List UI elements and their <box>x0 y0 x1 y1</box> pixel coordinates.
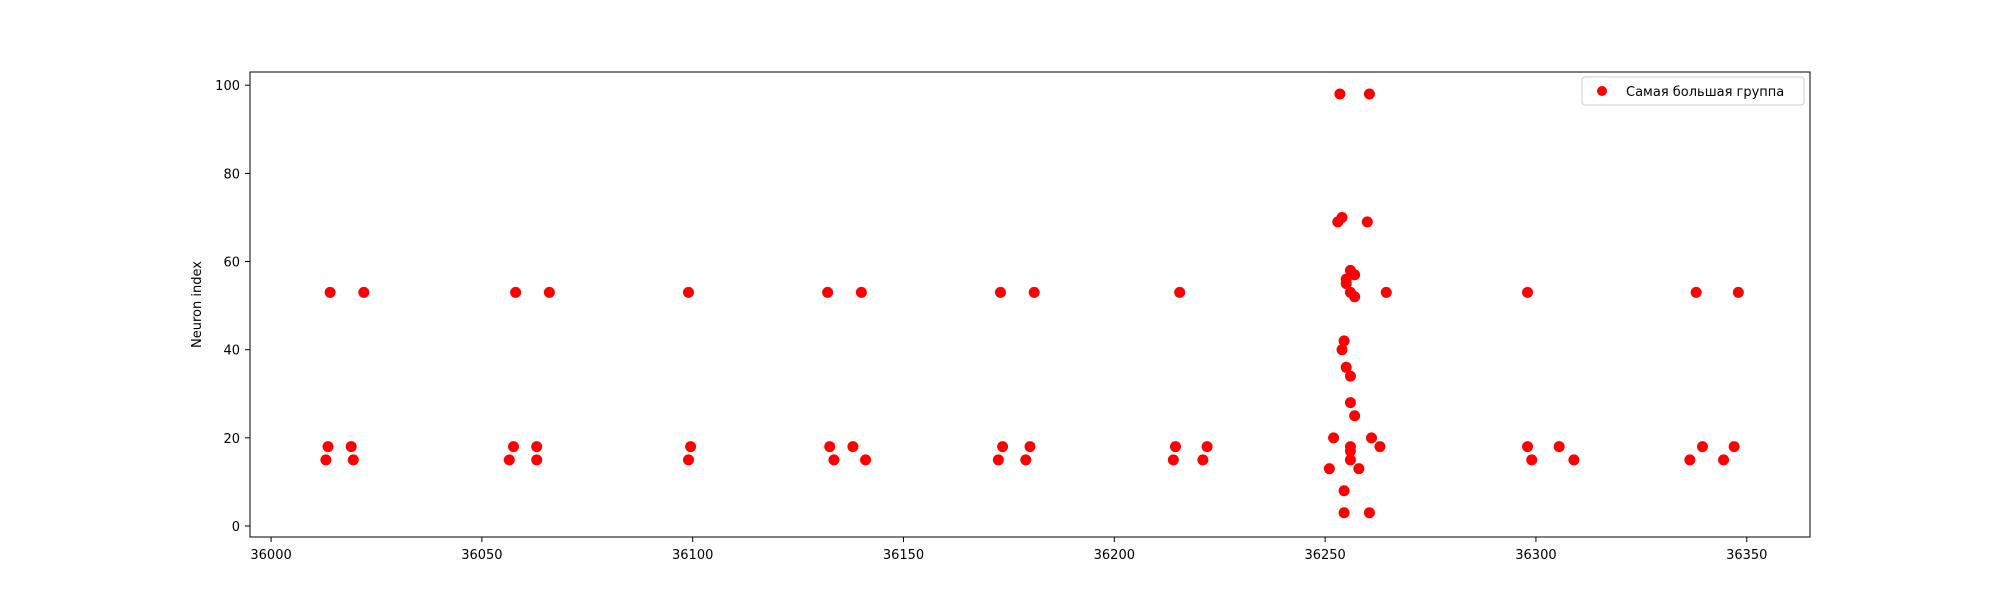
data-point <box>1728 441 1740 453</box>
data-point <box>1526 454 1538 466</box>
y-tick-label: 80 <box>223 167 240 182</box>
data-point <box>997 441 1009 453</box>
data-point <box>1522 286 1534 298</box>
legend: Самая большая группа <box>1581 76 1805 106</box>
x-tick-label: 36100 <box>672 548 713 563</box>
data-point <box>1690 286 1702 298</box>
data-point <box>860 454 872 466</box>
data-point <box>1553 441 1565 453</box>
plot-area-frame <box>249 71 1811 538</box>
data-point <box>1174 286 1186 298</box>
data-point <box>1732 286 1744 298</box>
legend-label: Самая большая группа <box>1626 85 1784 100</box>
data-point <box>543 286 555 298</box>
x-tick-label: 36050 <box>461 548 502 563</box>
data-point <box>1522 441 1534 453</box>
data-point <box>992 454 1004 466</box>
legend-box <box>1581 76 1805 106</box>
data-point <box>1338 507 1350 519</box>
data-point <box>1344 370 1356 382</box>
points-layer <box>320 88 1744 519</box>
data-point <box>822 286 834 298</box>
data-point <box>682 286 694 298</box>
data-point <box>685 441 697 453</box>
data-point <box>1028 286 1040 298</box>
data-point <box>320 454 332 466</box>
data-point <box>1344 397 1356 409</box>
data-point <box>1024 441 1036 453</box>
data-point <box>824 441 836 453</box>
data-point <box>1696 441 1708 453</box>
data-point <box>1340 361 1352 373</box>
data-point <box>1336 211 1348 223</box>
x-tick-label: 36350 <box>1726 548 1767 563</box>
data-point <box>1363 507 1375 519</box>
data-point <box>1197 454 1209 466</box>
data-point <box>1020 454 1032 466</box>
data-point <box>322 441 334 453</box>
data-point <box>1169 441 1181 453</box>
data-point <box>1380 286 1392 298</box>
data-point <box>1374 441 1386 453</box>
legend-marker <box>1597 86 1607 96</box>
y-axis: 0 20 40 60 80 100 <box>215 79 250 535</box>
data-point <box>510 286 522 298</box>
data-point <box>1340 273 1352 285</box>
data-point <box>531 454 543 466</box>
data-point <box>1344 454 1356 466</box>
data-point <box>1334 88 1346 100</box>
y-tick-label: 100 <box>215 79 240 94</box>
y-tick-label: 20 <box>223 432 240 447</box>
data-point <box>1363 88 1375 100</box>
data-point <box>1336 344 1348 356</box>
y-tick-label: 60 <box>223 256 240 271</box>
data-point <box>1328 432 1340 444</box>
data-point <box>1684 454 1696 466</box>
data-point <box>1349 291 1361 303</box>
data-point <box>1361 216 1373 228</box>
x-tick-label: 36250 <box>1304 548 1345 563</box>
data-point <box>855 286 867 298</box>
data-point <box>1568 454 1580 466</box>
data-point <box>828 454 840 466</box>
data-point <box>994 286 1006 298</box>
data-point <box>508 441 520 453</box>
data-point <box>358 286 370 298</box>
data-point <box>324 286 336 298</box>
x-tick-label: 36150 <box>883 548 924 563</box>
data-point <box>347 454 359 466</box>
data-point <box>1323 463 1335 475</box>
data-point <box>531 441 543 453</box>
y-tick-label: 40 <box>223 344 240 359</box>
y-tick-label: 0 <box>232 520 240 535</box>
data-point <box>1167 454 1179 466</box>
x-tick-label: 36300 <box>1515 548 1556 563</box>
data-point <box>1349 269 1361 281</box>
data-point <box>1201 441 1213 453</box>
x-axis: 36000 36050 36100 36150 36200 36250 36300 36350 <box>250 537 1767 563</box>
data-point <box>1344 445 1356 457</box>
data-point <box>1338 335 1350 347</box>
x-tick-label: 36000 <box>250 548 291 563</box>
data-point <box>682 454 694 466</box>
data-point <box>1349 410 1361 422</box>
data-point <box>1718 454 1730 466</box>
data-point <box>503 454 515 466</box>
data-point <box>847 441 859 453</box>
data-point <box>1353 463 1365 475</box>
data-point <box>1366 432 1378 444</box>
data-point <box>345 441 357 453</box>
data-point <box>1338 485 1350 497</box>
x-tick-label: 36200 <box>1094 548 1135 563</box>
y-axis-title: Neuron index <box>190 261 205 348</box>
